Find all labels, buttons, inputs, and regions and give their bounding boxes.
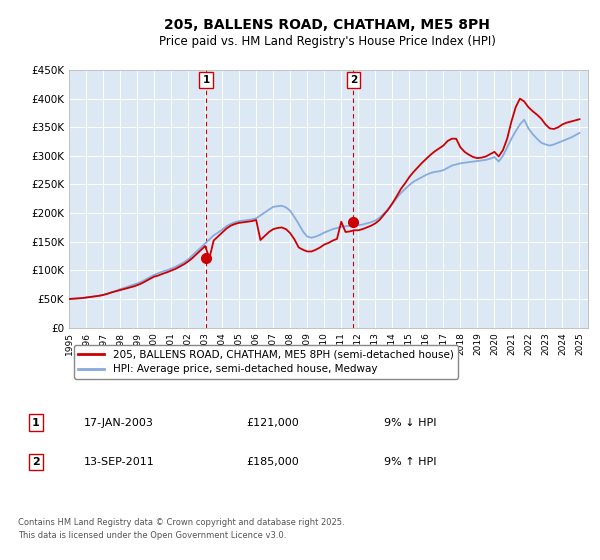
Text: 9% ↓ HPI: 9% ↓ HPI (384, 418, 437, 428)
Text: 9% ↑ HPI: 9% ↑ HPI (384, 457, 437, 467)
Text: 1: 1 (202, 75, 209, 85)
Text: 13-SEP-2011: 13-SEP-2011 (84, 457, 155, 467)
Text: 205, BALLENS ROAD, CHATHAM, ME5 8PH: 205, BALLENS ROAD, CHATHAM, ME5 8PH (164, 18, 490, 32)
Text: Contains HM Land Registry data © Crown copyright and database right 2025.
This d: Contains HM Land Registry data © Crown c… (18, 519, 344, 540)
Legend: 205, BALLENS ROAD, CHATHAM, ME5 8PH (semi-detached house), HPI: Average price, s: 205, BALLENS ROAD, CHATHAM, ME5 8PH (sem… (74, 345, 458, 379)
Text: Price paid vs. HM Land Registry's House Price Index (HPI): Price paid vs. HM Land Registry's House … (158, 35, 496, 49)
Text: 2: 2 (350, 75, 357, 85)
Text: £185,000: £185,000 (246, 457, 299, 467)
Text: 17-JAN-2003: 17-JAN-2003 (84, 418, 154, 428)
Text: 1: 1 (32, 418, 40, 428)
Text: 2: 2 (32, 457, 40, 467)
Text: £121,000: £121,000 (246, 418, 299, 428)
